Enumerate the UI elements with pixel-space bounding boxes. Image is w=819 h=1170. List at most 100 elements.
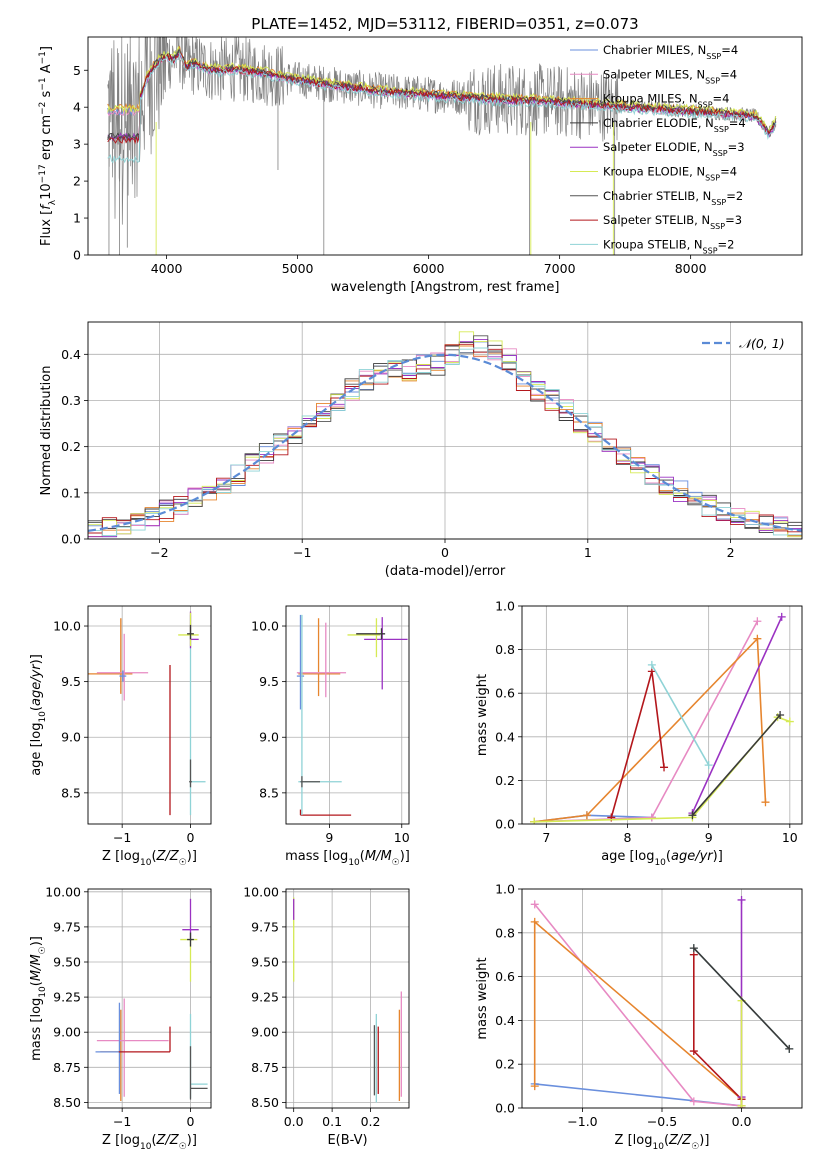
series-line-kroupa-stelib: [651, 664, 710, 766]
y-tick-label: 9.50: [53, 955, 81, 970]
axes-frame: [87, 321, 803, 540]
series-line-kroupa-elodie: [534, 716, 791, 823]
plot-area: [530, 895, 794, 1108]
x-tick-label: 10: [394, 830, 410, 845]
x-tick-label: −1: [113, 1114, 131, 1129]
y-tick-label: 9.0: [259, 730, 279, 745]
x-tick-label: 1: [584, 545, 592, 560]
y-tick-label: 0.3: [61, 393, 81, 408]
legend-label: Chabrier STELIB, NSSP=2: [603, 189, 743, 207]
plus-marker: [785, 1044, 794, 1053]
y-tick-label: 0.0: [495, 1101, 515, 1116]
y-tick-label: 8.5: [259, 785, 279, 800]
panel-age-vs-Z: −1 0 8.5 9.0 9.5 10.0 Z [log10(Z/Z☉)] age [log1…: [29, 605, 212, 868]
x-tick-label: 7: [542, 830, 550, 845]
plus-marker: [785, 717, 794, 726]
plus-marker: [647, 813, 656, 822]
plus-marker: [530, 917, 539, 926]
y-tick-label: 0.1: [61, 485, 81, 500]
axes-frame: [87, 605, 212, 825]
x-tick-label: 0.2: [361, 1114, 381, 1129]
axes-frame: [285, 888, 410, 1109]
y-tick-label: 0.6: [495, 686, 515, 701]
y-tick-label: 0.0: [61, 532, 81, 547]
y-tick-label: 9.0: [61, 730, 81, 745]
x-tick-label: 9: [705, 830, 713, 845]
y-tick-label: 0: [73, 248, 81, 263]
plus-marker: [753, 634, 762, 643]
y-tick-label: 8.50: [251, 1095, 279, 1110]
plus-marker: [689, 1047, 698, 1056]
x-tick-label: 9: [325, 830, 333, 845]
x-tick-label: 5000: [282, 261, 314, 276]
plot-area: [530, 612, 794, 824]
axes-frame: [521, 888, 803, 1109]
y-tick-label: 8.75: [251, 1060, 279, 1075]
axes-frame: [87, 888, 212, 1109]
plus-marker: [530, 1082, 539, 1091]
y-tick-label: 1.0: [495, 599, 515, 614]
y-tick-label: 0.4: [61, 347, 81, 362]
x-tick-label: −2: [150, 545, 168, 560]
plus-marker: [530, 900, 539, 909]
x-tick-label: −1: [113, 830, 131, 845]
x-axis-label: (data-model)/error: [385, 564, 506, 579]
x-axis-label: Z [log10(Z/Z☉)]: [615, 1133, 710, 1152]
y-tick-label: 0.2: [495, 773, 515, 788]
plot-area: [296, 614, 408, 816]
legend-label: Salpeter MILES, NSSP=4: [603, 67, 737, 85]
x-tick-label: −0.5: [647, 1114, 677, 1129]
series-line-chabrier-elodie: [691, 714, 781, 816]
y-tick-label: 0.8: [495, 642, 515, 657]
y-tick-label: 9.50: [251, 955, 279, 970]
panel-massweight-vs-age: 7 8 9 10 0.0 0.2 0.4 0.6 0.8 1.0 age [log10(age/yr…: [475, 599, 803, 868]
x-axis-label: age [log10(age/yr)]: [601, 849, 723, 868]
model-line-salpeter-stelib: [107, 52, 777, 145]
series-line-salpeter-stelib: [693, 954, 743, 1108]
plus-marker: [660, 763, 669, 772]
y-tick-label: 9.5: [259, 674, 279, 689]
panel-age-vs-mass: 9 10 8.5 9.0 9.5 10.0 mass [log10(M/M☉)]: [251, 605, 410, 868]
panel-residuals: −2 −1 0 1 2 0.0 0.1 0.2 0.3 0.4 (data-model)/error…: [39, 321, 803, 579]
x-tick-label: 7000: [544, 261, 576, 276]
plus-marker: [689, 944, 698, 953]
y-tick-label: 1.0: [495, 882, 515, 897]
y-axis-label: mass weight: [475, 957, 490, 1039]
legend-label: Kroupa ELODIE, NSSP=4: [603, 165, 737, 183]
plot-area: [88, 611, 206, 816]
y-tick-label: 4: [73, 100, 81, 115]
y-tick-label: 0.6: [495, 969, 515, 984]
y-tick-label: 5: [73, 63, 81, 78]
axes-frame: [87, 36, 803, 256]
x-axis-label: Z [log10(Z/Z☉)]: [102, 849, 197, 868]
series-line-salpeter-elodie: [691, 616, 783, 814]
x-tick-label: 8: [624, 830, 632, 845]
y-tick-label: 9.5: [61, 674, 81, 689]
legend-label: Chabrier ELODIE, NSSP=4: [603, 116, 746, 133]
y-tick-label: 1: [73, 211, 81, 226]
y-tick-label: 8.75: [53, 1060, 81, 1075]
axes-frame: [521, 605, 803, 825]
y-tick-label: 9.75: [53, 919, 81, 934]
x-axis-label: wavelength [Angstrom, rest frame]: [331, 280, 560, 295]
y-tick-label: 10.0: [53, 619, 81, 634]
y-tick-label: 9.75: [251, 919, 279, 934]
x-tick-label: 8000: [675, 261, 707, 276]
x-tick-label: 10: [782, 830, 798, 845]
y-tick-label: 0.4: [495, 729, 515, 744]
plot-area: [95, 898, 208, 1101]
legend-label: Kroupa MILES, NSSP=4: [603, 92, 729, 110]
x-tick-label: −1: [293, 545, 311, 560]
y-tick-label: 8.5: [61, 785, 81, 800]
y-axis-label: mass weight: [475, 674, 490, 756]
plus-marker: [704, 761, 713, 770]
x-axis-label: E(B-V): [327, 1133, 367, 1148]
plus-marker: [777, 612, 786, 621]
plus-marker: [530, 817, 539, 824]
legend-label: Kroupa STELIB, NSSP=2: [603, 237, 734, 255]
x-tick-label: 0.0: [732, 1114, 752, 1129]
y-tick-label: 0.2: [495, 1057, 515, 1072]
y-tick-label: 2: [73, 174, 81, 189]
y-tick-label: 9.00: [53, 1025, 81, 1040]
